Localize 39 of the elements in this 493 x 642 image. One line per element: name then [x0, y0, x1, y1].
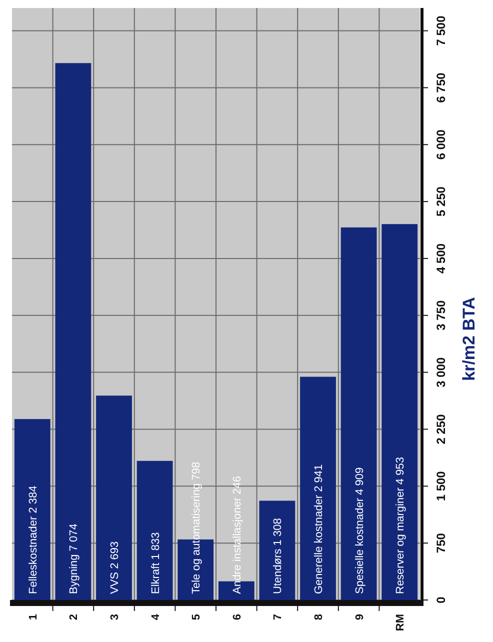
x-tick-label: 9 — [354, 614, 366, 620]
bar — [382, 224, 418, 600]
bar — [96, 396, 132, 600]
y-tick-label: 750 — [434, 532, 448, 554]
x-tick-label: 4 — [150, 613, 162, 620]
data-label: Felleskostnader 2 384 — [27, 486, 40, 594]
data-label: Spesielle kostnader 4 909 — [354, 467, 366, 594]
y-tick-label: 1 500 — [434, 470, 448, 502]
data-label: Reserver og marginer 4 953 — [394, 457, 407, 594]
x-tick-label: 2 — [68, 614, 80, 620]
y-tick-label: 0 — [434, 596, 448, 604]
x-tick-label: 6 — [231, 614, 244, 620]
data-label: Andre installasjoner 246 — [231, 476, 244, 594]
data-label: Bygning 7 074 — [68, 524, 80, 594]
y-tick-label: 5 250 — [434, 186, 448, 217]
y-tick-label: 2 250 — [434, 414, 448, 444]
data-label: Generelle kostnader 2 941 — [313, 464, 325, 594]
data-label: Utendørs 1 308 — [272, 518, 284, 594]
bar — [259, 500, 296, 600]
y-tick-label: 3 000 — [434, 356, 448, 388]
x-tick-label: 8 — [313, 614, 325, 620]
y-tick-label: 6 750 — [434, 72, 448, 103]
y-tick-label: 4 500 — [434, 243, 448, 274]
y-tick-label: 6 000 — [434, 129, 448, 160]
bar — [14, 419, 50, 600]
y-axis-title: kr/m2 BTA — [459, 297, 478, 381]
x-tick-label: 5 — [190, 614, 203, 620]
data-label: VVS 2 693 — [109, 541, 121, 594]
y-tick-label: 7 500 — [434, 15, 448, 46]
data-label: Elkraft 1 833 — [150, 532, 162, 594]
x-tick-label: 3 — [109, 614, 121, 620]
x-tick-label: 1 — [27, 614, 40, 620]
bar — [300, 376, 336, 600]
bar — [136, 460, 173, 600]
bar — [55, 63, 92, 600]
x-tick-label: 7 — [272, 614, 284, 620]
y-tick-label: 3 750 — [434, 300, 448, 330]
x-tick-label: RM — [394, 614, 407, 632]
bar — [340, 227, 377, 600]
